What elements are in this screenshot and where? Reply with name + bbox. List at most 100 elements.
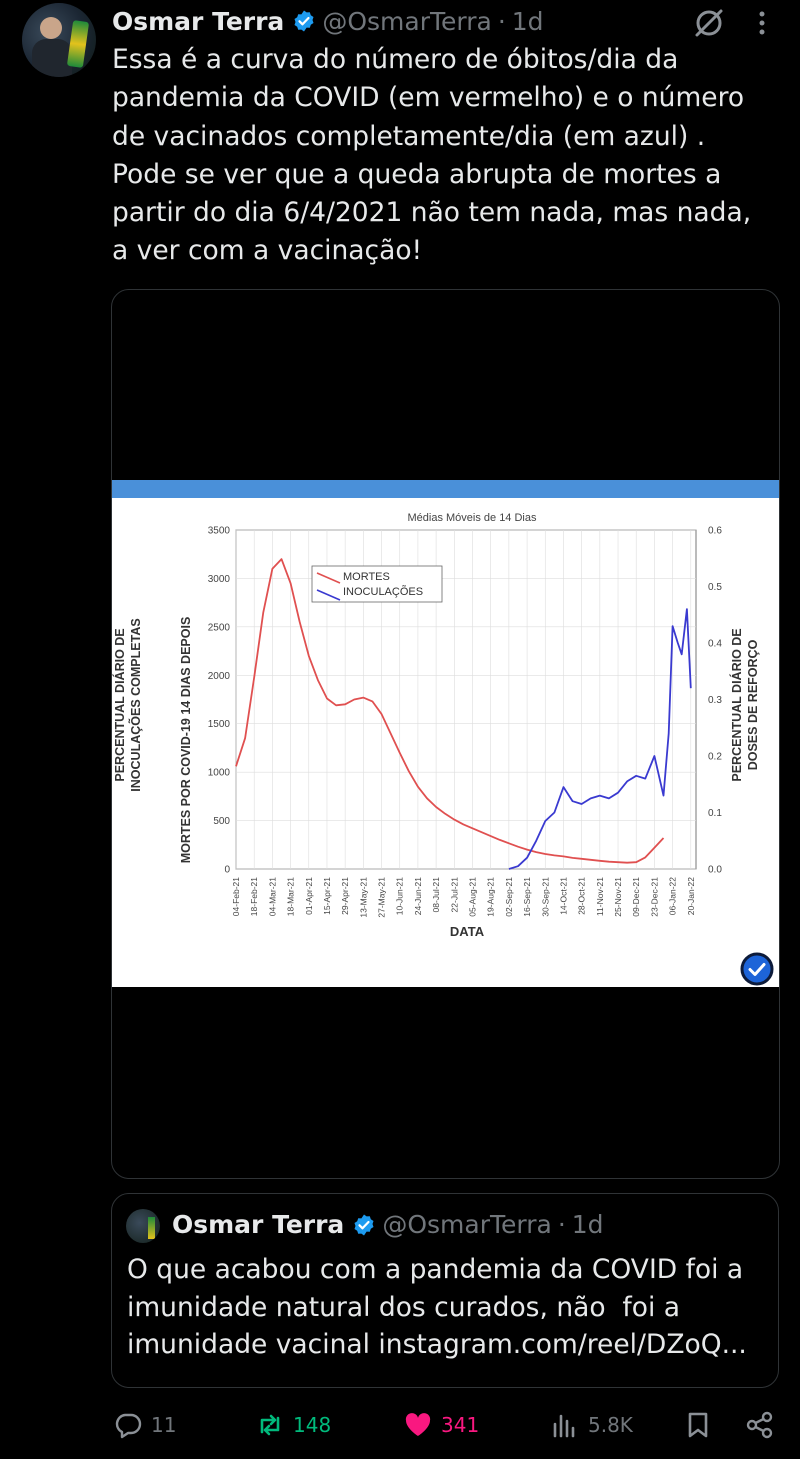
chart-top-bar — [112, 480, 779, 498]
bookmark-icon — [688, 1412, 708, 1438]
reply-button[interactable]: 11 — [113, 1400, 176, 1450]
y-tick-left: 3500 — [208, 526, 231, 537]
y-tick-left: 500 — [213, 816, 230, 827]
y-tick-right: 0.6 — [708, 526, 722, 537]
x-tick-label: 19-Aug-21 — [486, 877, 496, 917]
y-axis-label-left: MORTES POR COVID-19 14 DIAS DEPOIS — [179, 617, 193, 864]
share-icon — [746, 1411, 773, 1439]
action-bar: 11 148 341 5.8K — [0, 1400, 800, 1450]
x-tick-label: 27-May-21 — [377, 877, 387, 918]
legend-label-inoculacoes: INOCULAÇÕES — [343, 585, 423, 598]
chart-title: Médias Móveis de 14 Dias — [407, 512, 537, 524]
y-tick-left: 2500 — [208, 622, 231, 633]
quoted-author-handle: @OsmarTerra — [382, 1210, 552, 1239]
reply-count: 11 — [151, 1413, 177, 1437]
separator-dot: · — [497, 6, 506, 36]
like-count: 341 — [441, 1413, 480, 1437]
x-tick-label: 25-Nov-21 — [613, 877, 623, 917]
avatar-figure — [32, 39, 72, 77]
verified-badge-icon — [294, 10, 314, 32]
avatar-face — [40, 17, 62, 39]
x-tick-label: 18-Feb-21 — [249, 877, 259, 916]
retweet-count: 148 — [293, 1413, 332, 1437]
separator-dot: · — [557, 1210, 566, 1239]
plot-area — [235, 529, 697, 870]
x-tick-label: 28-Oct-21 — [577, 877, 587, 915]
reply-icon — [115, 1413, 142, 1439]
y-tick-left: 3000 — [208, 574, 231, 585]
heart-icon — [405, 1413, 431, 1436]
y-axis-label-right-line: DOSES DE REFORÇO — [746, 639, 760, 770]
avatar-flag — [66, 20, 90, 68]
x-tick-label: 18-Mar-21 — [286, 877, 296, 916]
tweet-header: Osmar Terra @OsmarTerra · 1d — [112, 4, 544, 38]
views-icon — [553, 1414, 575, 1438]
quoted-author-name: Osmar Terra — [172, 1210, 345, 1239]
x-tick-label: 15-Apr-21 — [322, 877, 332, 915]
y-tick-right: 0.4 — [708, 639, 722, 650]
grok-icon[interactable] — [692, 6, 726, 40]
x-tick-label: 22-Jul-21 — [449, 877, 459, 913]
x-tick-label: 29-Apr-21 — [340, 877, 350, 915]
author-avatar[interactable] — [22, 3, 96, 77]
x-tick-label: 08-Jul-21 — [431, 877, 441, 913]
x-tick-label: 24-Jun-21 — [413, 877, 423, 916]
y-tick-right: 0.3 — [708, 695, 722, 706]
x-tick-label: 06-Jan-22 — [668, 877, 678, 916]
y-axis-label-right: PERCENTUAL DIÁRIO DE DOSES DE REFORÇO — [729, 628, 760, 781]
x-tick-label: 01-Apr-21 — [304, 877, 314, 915]
verified-badge-icon — [354, 1214, 374, 1235]
legend-label-mortes: MORTES — [343, 571, 390, 583]
x-tick-label: 16-Sep-21 — [522, 877, 532, 917]
retweet-button[interactable]: 148 — [255, 1400, 331, 1450]
x-tick-label: 13-May-21 — [358, 877, 368, 918]
quoted-tweet[interactable]: Osmar Terra @OsmarTerra · 1d O que acabo… — [111, 1193, 779, 1388]
x-tick-label: 05-Aug-21 — [467, 877, 477, 917]
x-tick-label: 09-Dec-21 — [631, 877, 641, 917]
x-axis-label: DATA — [450, 924, 485, 939]
y-tick-left: 0 — [224, 865, 230, 876]
x-tick-label: 23-Dec-21 — [649, 877, 659, 917]
tweet-time[interactable]: 1d — [511, 6, 544, 36]
bookmark-button[interactable] — [683, 1400, 721, 1450]
quoted-text: O que acabou com a pandemia da COVID foi… — [127, 1254, 747, 1360]
like-button[interactable]: 341 — [403, 1400, 479, 1450]
series-line-inoculacoes — [508, 608, 692, 870]
x-tick-label: 10-Jun-21 — [395, 877, 405, 916]
check-circle-icon — [740, 952, 774, 986]
y-axis-label-right-line: PERCENTUAL DIÁRIO DE — [729, 628, 744, 781]
author-handle[interactable]: @OsmarTerra — [322, 6, 492, 36]
y-axis-label-outer: PERCENTUAL DIÁRIO DE INOCULAÇÕES COMPLETA… — [112, 618, 143, 791]
y-tick-left: 1500 — [208, 719, 231, 730]
author-name[interactable]: Osmar Terra — [112, 6, 285, 36]
y-tick-right: 0.2 — [708, 752, 722, 763]
more-options-icon[interactable] — [752, 8, 772, 38]
x-tick-label: 30-Sep-21 — [540, 877, 550, 917]
quoted-time: 1d — [571, 1210, 604, 1239]
share-button[interactable] — [745, 1400, 783, 1450]
y-axis-label-outer-line: PERCENTUAL DIÁRIO DE — [112, 628, 127, 781]
y-tick-right: 0.5 — [708, 582, 722, 593]
x-tick-label: 04-Feb-21 — [231, 877, 241, 916]
x-tick-label: 04-Mar-21 — [267, 877, 277, 916]
tweet-text: Essa é a curva do número de óbitos/dia d… — [112, 44, 752, 267]
y-tick-right: 0.0 — [708, 865, 722, 876]
quoted-author-avatar — [126, 1209, 160, 1243]
chart-image: Médias Móveis de 14 Dias 0 500 1000 1500 200… — [112, 480, 779, 987]
chart-svg: Médias Móveis de 14 Dias 0 500 1000 1500 200… — [112, 512, 760, 939]
quoted-header: Osmar Terra @OsmarTerra · 1d — [172, 1210, 604, 1239]
views-count: 5.8K — [588, 1413, 633, 1437]
series-line-mortes — [235, 558, 665, 864]
y-tick-left: 1000 — [208, 768, 231, 779]
x-tick-label: 02-Sep-21 — [504, 877, 514, 917]
x-tick-label: 11-Nov-21 — [595, 877, 605, 916]
views-button[interactable]: 5.8K — [550, 1400, 633, 1450]
y-tick-left: 2000 — [208, 671, 231, 682]
y-axis-label-outer-line: INOCULAÇÕES COMPLETAS — [128, 618, 143, 791]
x-tick-label: 14-Oct-21 — [558, 877, 568, 915]
retweet-icon — [260, 1414, 280, 1436]
x-tick-label: 20-Jan-22 — [686, 877, 696, 916]
tweet-media[interactable]: Médias Móveis de 14 Dias 0 500 1000 1500 200… — [111, 289, 780, 1179]
chart-legend: MORTES INOCULAÇÕES — [311, 565, 443, 603]
y-tick-right: 0.1 — [708, 808, 722, 819]
